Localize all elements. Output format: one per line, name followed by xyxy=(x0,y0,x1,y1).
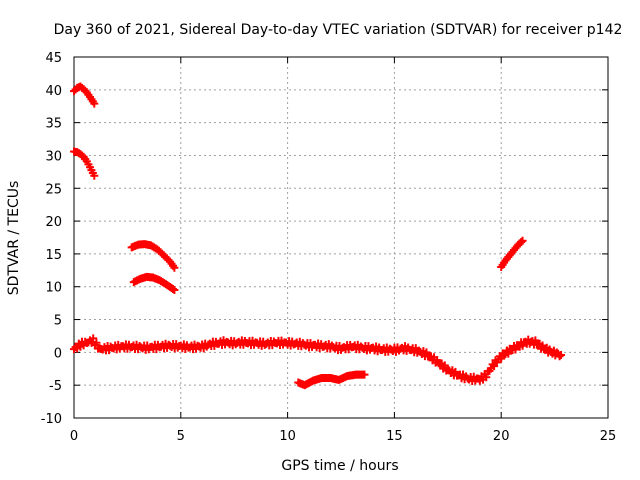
data-point xyxy=(482,373,491,382)
series-baseline xyxy=(70,334,566,386)
data-point xyxy=(518,236,527,245)
series-arc-neg4 xyxy=(294,370,369,390)
data-point xyxy=(517,238,526,247)
y-axis-label: SDTVAR / TECUs xyxy=(6,181,22,296)
y-tick-label: 0 xyxy=(54,346,62,361)
y-tick-label: 45 xyxy=(45,51,62,66)
series-arc-30 xyxy=(70,147,99,180)
x-axis-label: GPS time / hours xyxy=(281,458,398,474)
series-arc-40 xyxy=(70,82,99,108)
series-arc-20h xyxy=(497,236,527,272)
y-tick-label: 5 xyxy=(54,314,62,329)
data-point xyxy=(557,350,566,359)
data-points xyxy=(70,82,566,390)
y-tick-label: 25 xyxy=(45,182,62,197)
y-tick-label: 35 xyxy=(45,117,62,132)
series-arc-11 xyxy=(129,272,179,295)
data-point xyxy=(500,351,509,360)
data-point xyxy=(89,334,98,343)
y-tick-label: 10 xyxy=(45,281,62,296)
x-tick-label: 10 xyxy=(279,429,296,444)
x-tick-label: 20 xyxy=(493,429,510,444)
y-tick-label: -5 xyxy=(49,379,62,394)
x-tick-label: 5 xyxy=(177,429,185,444)
data-point xyxy=(90,171,99,180)
x-tick-label: 15 xyxy=(386,429,403,444)
data-point xyxy=(92,338,101,347)
y-tick-label: 15 xyxy=(45,248,62,263)
plot-border xyxy=(73,56,609,419)
data-point xyxy=(170,263,179,272)
grid-lines xyxy=(74,57,608,418)
chart-title: Day 360 of 2021, Sidereal Day-to-day VTE… xyxy=(54,22,623,38)
data-point xyxy=(531,336,540,345)
data-point xyxy=(555,352,564,361)
y-tick-label: 30 xyxy=(45,149,62,164)
y-tick-label: 40 xyxy=(45,84,62,99)
data-point xyxy=(360,370,369,379)
data-point xyxy=(170,286,179,295)
y-tick-label: 20 xyxy=(45,215,62,230)
x-tick-label: 0 xyxy=(70,429,78,444)
series-arc-16 xyxy=(127,240,179,272)
y-tick-label: -10 xyxy=(41,412,62,427)
data-point xyxy=(90,99,99,108)
x-tick-label: 25 xyxy=(600,429,617,444)
axis-ticks: 0 5 10 15 20 25 -10 -5 0 5 10 15 20 25 30 35 40 45 xyxy=(41,51,617,444)
